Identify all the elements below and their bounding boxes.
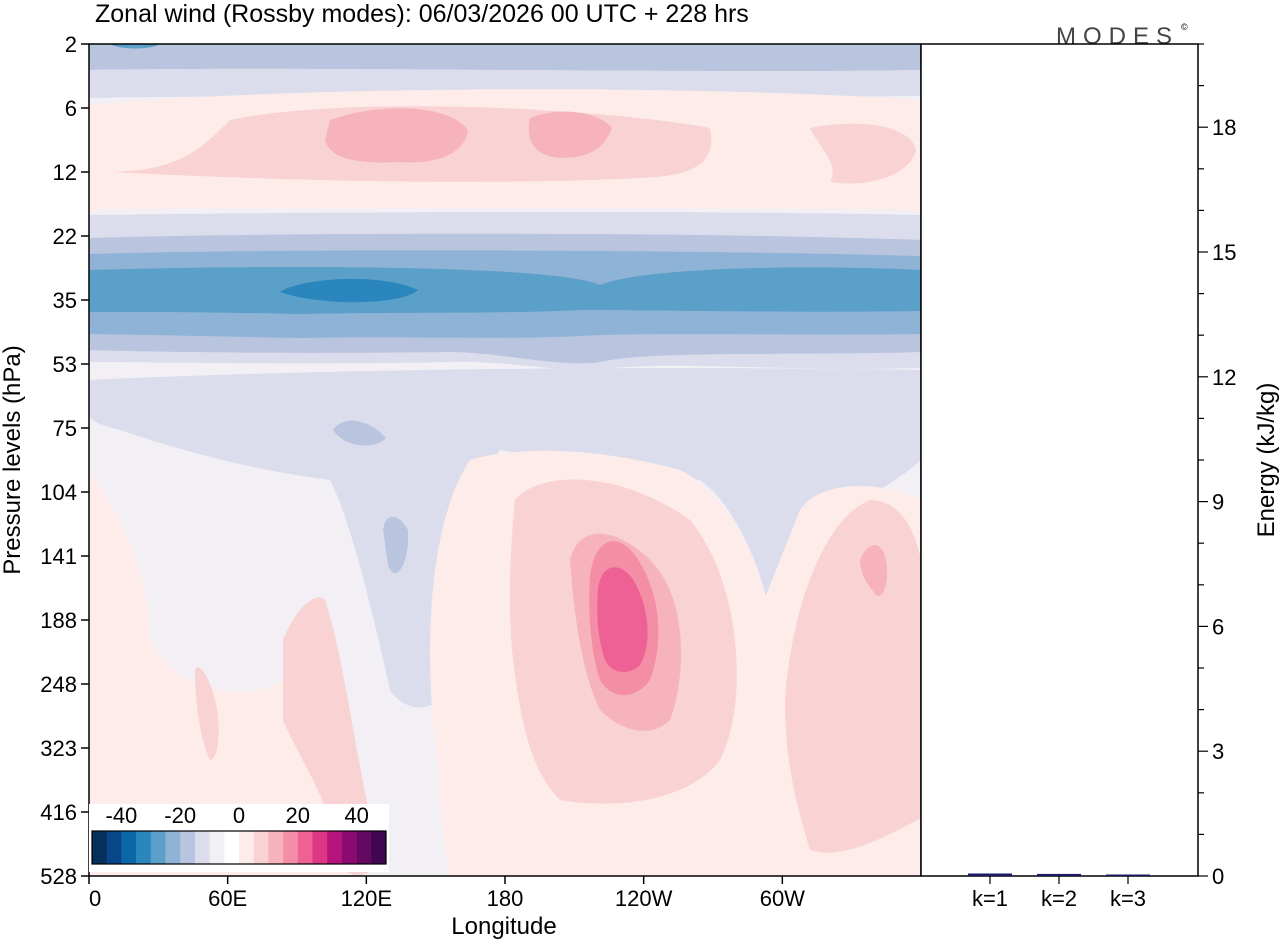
x-tick-label: 60E <box>208 886 247 911</box>
colorbar-label: 20 <box>286 803 310 828</box>
y-tick-label: 104 <box>40 480 77 505</box>
colorbar-label: 40 <box>344 803 368 828</box>
energy-tick-label: 6 <box>1212 614 1224 639</box>
contour-plot <box>89 44 921 876</box>
colorbar-swatch <box>209 831 225 864</box>
colorbar-swatch <box>283 831 299 864</box>
colorbar-swatch <box>165 831 181 864</box>
y-tick-label: 188 <box>40 608 77 633</box>
colorbar-swatch <box>106 831 122 864</box>
x-tick-label: 120E <box>341 886 392 911</box>
y-tick-label: 35 <box>53 288 77 313</box>
y-tick-label: 416 <box>40 800 77 825</box>
x-tick-label: 180 <box>487 886 524 911</box>
colorbar-swatch <box>92 831 107 864</box>
y-tick-label: 528 <box>40 864 77 889</box>
field-upper-pos-10-east <box>810 123 916 184</box>
field-upper-pos-15-a <box>325 108 468 163</box>
field-strat-neg-top-band <box>89 68 921 98</box>
colorbar-swatch <box>136 831 152 864</box>
y-tick-label: 75 <box>53 416 77 441</box>
field-trop-neg-10-b <box>383 516 409 573</box>
chart-title: Zonal wind (Rossby modes): 06/03/2026 00… <box>95 0 749 28</box>
copyright-mark-icon: © <box>1181 22 1188 32</box>
field-upper-pos-15-b <box>528 111 612 158</box>
energy-category-label: k=3 <box>1110 886 1146 911</box>
colorbar-swatch <box>268 831 284 864</box>
colorbar: -40 -20 0 20 40 <box>89 803 389 872</box>
x-tick-label: 120W <box>615 886 673 911</box>
field-strat-neg-top <box>89 44 921 72</box>
longitude-axis: 0 60E 120E 180 120W 60W <box>88 876 805 911</box>
energy-category-label: k=2 <box>1041 886 1077 911</box>
colorbar-swatch <box>356 831 372 864</box>
energy-bar-k=2 <box>1037 873 1081 876</box>
colorbar-swatch <box>341 831 357 864</box>
field-strat-neg-top-inner <box>110 44 160 49</box>
colorbar-swatch <box>180 831 196 864</box>
y-tick-label: 12 <box>53 160 77 185</box>
y-axis-label: Pressure levels (hPa) <box>0 345 26 574</box>
energy-panel: 0 3 6 9 12 15 18 k=1 k=2 k=3 Energy (kJ/kg) <box>920 43 1280 911</box>
field-trop-neg-10-a <box>333 420 386 446</box>
field-trop-neg-5 <box>89 368 921 708</box>
energy-bar-k=3 <box>1106 874 1150 876</box>
colorbar-swatch <box>253 831 269 864</box>
field-trop-pos-10-c <box>195 667 219 760</box>
energy-tick-label: 9 <box>1212 490 1224 515</box>
colorbar-swatch <box>121 831 137 864</box>
energy-tick-label: 3 <box>1212 739 1224 764</box>
colorbar-swatch <box>239 831 254 864</box>
pressure-axis: 2 6 12 22 35 53 75 104 141 188 248 323 416 528 <box>40 32 89 889</box>
y-tick-label: 248 <box>40 672 77 697</box>
x-tick-label: 0 <box>89 886 101 911</box>
colorbar-swatch <box>150 831 166 864</box>
x-tick-label: 60W <box>760 886 805 911</box>
field-strat-neg-25 <box>89 266 921 314</box>
energy-tick-label: 12 <box>1212 365 1236 390</box>
y-tick-label: 323 <box>40 736 77 761</box>
energy-axis-label: Energy (kJ/kg) <box>1253 383 1280 538</box>
y-tick-label: 141 <box>40 544 77 569</box>
energy-bar-k=1 <box>968 873 1012 876</box>
energy-tick-label: 18 <box>1212 115 1236 140</box>
field-trop-pos-10-d <box>785 500 921 853</box>
energy-category-label: k=1 <box>972 886 1008 911</box>
colorbar-swatch <box>312 831 328 864</box>
energy-tick-label: 15 <box>1212 240 1236 265</box>
y-tick-label: 22 <box>53 224 77 249</box>
colorbar-swatch <box>297 831 313 864</box>
energy-tick-label: 0 <box>1212 864 1224 889</box>
colorbar-label: 0 <box>233 803 245 828</box>
colorbar-swatch <box>327 831 343 864</box>
y-tick-label: 53 <box>53 352 77 377</box>
field-trop-pos-15-east <box>860 545 888 596</box>
energy-frame <box>920 43 1199 877</box>
y-tick-label: 2 <box>65 32 77 57</box>
field-strat-neg-30 <box>280 278 418 303</box>
colorbar-frame <box>91 830 387 865</box>
colorbar-label: -20 <box>164 803 196 828</box>
x-axis-label: Longitude <box>451 913 556 940</box>
colorbar-label: -40 <box>106 803 138 828</box>
y-tick-label: 6 <box>65 96 77 121</box>
field-trop-pos-25 <box>597 567 648 672</box>
colorbar-swatch <box>194 831 210 864</box>
colorbar-swatch <box>371 831 387 864</box>
field-trop-pos-west <box>89 470 360 876</box>
colorbar-swatch <box>224 831 240 864</box>
